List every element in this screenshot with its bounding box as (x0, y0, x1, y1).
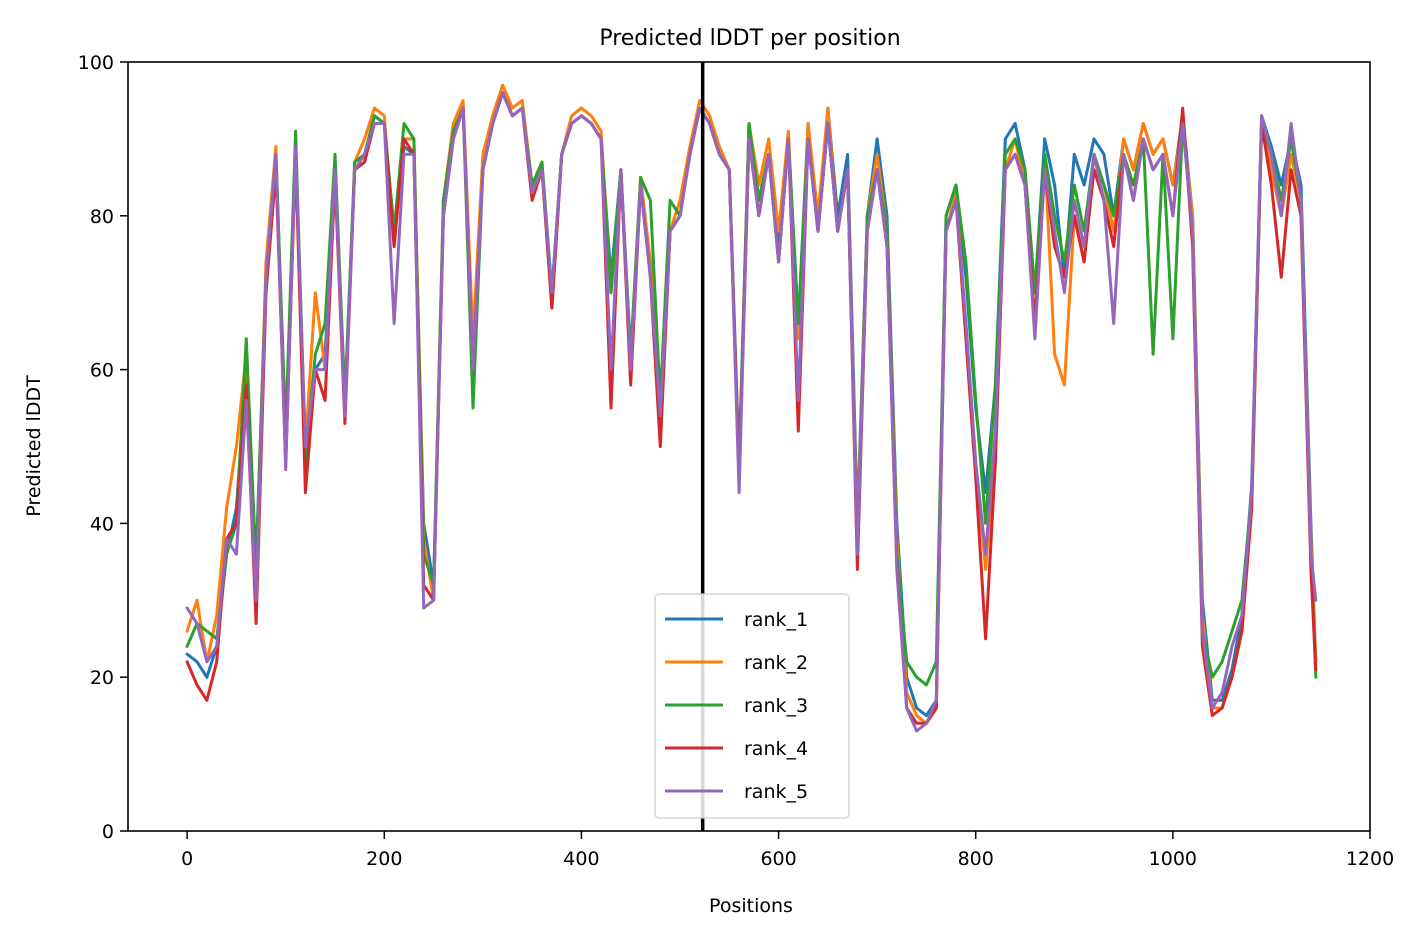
x-tick-label: 0 (181, 848, 193, 870)
legend-label: rank_2 (744, 652, 808, 674)
legend-label: rank_4 (744, 738, 808, 760)
y-tick-label: 100 (78, 52, 114, 74)
x-tick-label: 1000 (1149, 848, 1197, 870)
y-tick-label: 80 (90, 206, 114, 228)
y-tick-label: 40 (90, 513, 114, 535)
x-tick-label: 200 (366, 848, 402, 870)
x-tick-label: 800 (958, 848, 994, 870)
plot-frame (127, 61, 1371, 832)
series-line-rank-5 (185, 91, 1318, 733)
series-line-rank-3 (185, 91, 1318, 687)
legend-label: rank_1 (744, 609, 808, 631)
legend-box (654, 593, 850, 819)
x-tick-label: 1200 (1346, 848, 1394, 870)
legend-items: rank_1 rank_2 rank_3 rank_4 rank_5 (665, 609, 808, 803)
y-axis: 0 20 40 60 80 100 (78, 52, 128, 843)
legend-label: rank_5 (744, 781, 808, 803)
x-tick-label: 400 (563, 848, 599, 870)
x-axis: 0 200 400 600 800 1000 1200 (181, 831, 1394, 870)
y-tick-label: 60 (90, 360, 114, 382)
y-tick-label: 20 (90, 667, 114, 689)
legend: rank_1 rank_2 rank_3 rank_4 rank_5 (654, 593, 850, 819)
chart-title: Predicted lDDT per position (599, 26, 900, 51)
x-tick-label: 600 (760, 848, 796, 870)
plot-area (127, 61, 1371, 832)
y-tick-label: 0 (102, 821, 114, 843)
legend-label: rank_3 (744, 695, 808, 717)
y-axis-label: Predicted lDDT (23, 375, 45, 517)
x-axis-label: Positions (709, 895, 793, 917)
series-lines (185, 83, 1318, 733)
